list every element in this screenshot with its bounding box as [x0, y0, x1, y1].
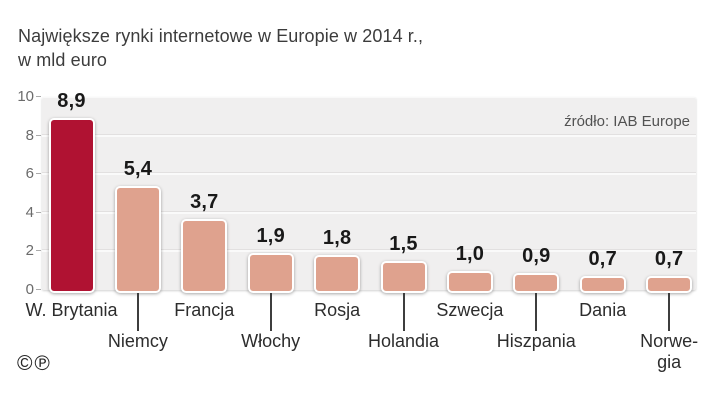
- value-label-3: 3,7: [190, 190, 219, 213]
- category-tick-2: [136, 293, 139, 331]
- y-axis-label-8: 8: [25, 126, 34, 144]
- bar-5: [314, 255, 361, 293]
- category-label-7: Szwecja: [436, 300, 504, 320]
- copyright-icon: ©: [17, 352, 33, 375]
- value-label-8: 0,9: [522, 244, 551, 267]
- y-axis-tick-4: [36, 211, 41, 213]
- value-label-5: 1,8: [322, 227, 352, 250]
- y-axis-label-10: 10: [17, 88, 34, 105]
- y-axis-label-0: 0: [25, 281, 34, 298]
- category-label-9: Dania: [579, 300, 627, 320]
- y-axis-label-4: 4: [25, 203, 34, 221]
- bar-10: [646, 276, 693, 293]
- y-axis-label-2: 2: [25, 242, 34, 260]
- category-label-8: Hiszpania: [496, 331, 576, 351]
- bar-1: [48, 118, 95, 293]
- y-axis-label-6: 6: [25, 165, 34, 183]
- value-label-9: 0,7: [588, 248, 617, 271]
- chart-title: Największe rynki internetowe w Europie w…: [18, 24, 423, 72]
- source-label: źródło: IAB Europe: [564, 113, 690, 130]
- chart-title-line1: Największe rynki internetowe w Europie w…: [18, 26, 424, 46]
- y-axis-tick-10: [36, 96, 41, 97]
- value-label-6: 1,5: [389, 233, 418, 256]
- gridline-2: [42, 250, 696, 253]
- chart-title-line2: w mld euro: [18, 50, 108, 70]
- gridline-4: [42, 211, 696, 214]
- value-label-2: 5,4: [123, 157, 153, 180]
- gridline-8: [42, 134, 696, 137]
- bar-9: [579, 276, 626, 293]
- bar-8: [513, 272, 560, 293]
- category-label-6: Holandia: [367, 331, 440, 351]
- category-tick-10: [668, 293, 671, 331]
- category-label-1: W. Brytania: [25, 300, 118, 320]
- y-axis-tick-2: [36, 250, 41, 252]
- category-label-3: Francja: [174, 300, 235, 320]
- footer-marks: © ℗: [17, 352, 50, 376]
- category-tick-6: [402, 293, 405, 331]
- bar-7: [446, 270, 493, 293]
- value-label-7: 1,0: [455, 242, 485, 265]
- bar-4: [247, 253, 294, 293]
- bar-3: [181, 218, 228, 293]
- value-label-4: 1,9: [256, 225, 285, 248]
- value-label-10: 0,7: [654, 248, 684, 271]
- bar-2: [114, 185, 161, 293]
- y-axis-tick-0: [36, 289, 41, 290]
- category-label-10: Norwe- gia: [640, 331, 699, 372]
- category-label-5: Rosja: [314, 300, 361, 320]
- category-label-2: Niemcy: [107, 331, 168, 351]
- bar-6: [380, 261, 427, 293]
- y-axis-tick-8: [36, 134, 41, 136]
- phonogram-icon: ℗: [34, 352, 50, 375]
- y-axis-tick-6: [36, 173, 41, 175]
- category-tick-4: [269, 293, 272, 331]
- value-label-1: 8,9: [57, 90, 86, 113]
- category-label-4: Włochy: [241, 331, 301, 351]
- gridline-6: [42, 173, 696, 176]
- category-tick-8: [535, 293, 538, 331]
